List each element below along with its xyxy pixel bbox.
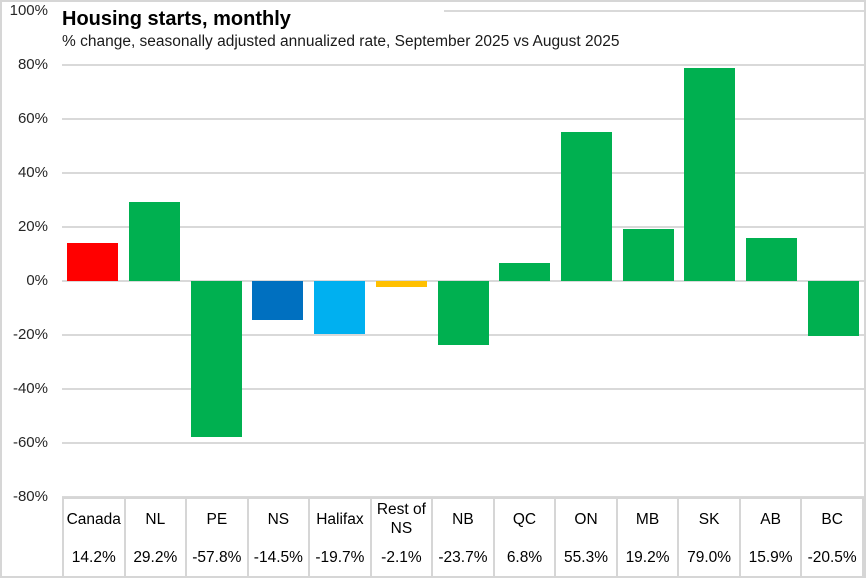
bar-ab <box>745 238 797 281</box>
bar-on <box>560 131 612 281</box>
gridline--40 <box>62 388 864 390</box>
category-label-nb: NB <box>433 499 495 541</box>
value-label-row: 14.2% 29.2% -57.8% -14.5% -19.7% -2.1% -23.7% 6… <box>64 541 864 576</box>
chart-data-table: Canada NL PE NS Halifax Rest of NS NB QC ON MB SK A… <box>62 497 864 576</box>
category-label-qc: QC <box>495 499 557 541</box>
bar-rest-of-ns <box>375 281 427 287</box>
gridline--60 <box>62 442 864 444</box>
value-label-halifax: -19.7% <box>310 541 372 576</box>
bar-mb <box>622 229 674 281</box>
y-axis-tick-label: 60% <box>17 110 48 127</box>
bar-sk <box>684 67 736 281</box>
value-label-nl: 29.2% <box>126 541 188 576</box>
bar-qc <box>499 262 551 281</box>
gridline-80 <box>62 64 864 66</box>
y-axis-tick-label: 80% <box>17 56 48 73</box>
value-label-rest-of-ns: -2.1% <box>372 541 434 576</box>
chart-title: Housing starts, monthly <box>62 8 291 30</box>
chart-title-block: Housing starts, monthly % change, season… <box>56 2 620 58</box>
value-label-nb: -23.7% <box>433 541 495 576</box>
value-label-pe: -57.8% <box>187 541 249 576</box>
y-axis-tick-label: -80% <box>12 488 48 505</box>
y-axis-tick-label: 0% <box>26 272 48 289</box>
y-axis-tick-label: -20% <box>12 326 48 343</box>
bar-halifax <box>314 281 366 335</box>
category-label-row: Canada NL PE NS Halifax Rest of NS NB QC ON MB SK A… <box>64 499 864 541</box>
y-axis-tick-label: 20% <box>17 218 48 235</box>
value-label-canada: 14.2% <box>64 541 126 576</box>
y-axis-tick-label: -60% <box>12 434 48 451</box>
value-label-bc: -20.5% <box>802 541 864 576</box>
gridline-40 <box>62 172 864 174</box>
category-label-bc: BC <box>802 499 864 541</box>
bar-ns <box>252 281 304 321</box>
category-label-rest-of-ns: Rest of NS <box>372 499 434 541</box>
category-label-ab: AB <box>741 499 803 541</box>
bar-canada <box>67 242 119 281</box>
category-label-nl: NL <box>126 499 188 541</box>
category-label-mb: MB <box>618 499 680 541</box>
gridline-20 <box>62 226 864 228</box>
gridline-60 <box>62 118 864 120</box>
bar-nl <box>129 202 181 281</box>
y-axis-tick-label: 40% <box>17 164 48 181</box>
bar-bc <box>807 281 859 337</box>
value-label-on: 55.3% <box>556 541 618 576</box>
category-label-canada: Canada <box>64 499 126 541</box>
bar-nb <box>437 281 489 345</box>
value-label-ab: 15.9% <box>741 541 803 576</box>
value-label-ns: -14.5% <box>249 541 311 576</box>
y-axis-tick-label: -40% <box>12 380 48 397</box>
gridline-100 <box>62 10 864 12</box>
category-label-halifax: Halifax <box>310 499 372 541</box>
category-label-on: ON <box>556 499 618 541</box>
value-label-qc: 6.8% <box>495 541 557 576</box>
category-label-pe: PE <box>187 499 249 541</box>
bar-pe <box>190 281 242 438</box>
value-label-mb: 19.2% <box>618 541 680 576</box>
y-axis-tick-label: 100% <box>9 2 48 19</box>
category-label-ns: NS <box>249 499 311 541</box>
value-label-sk: 79.0% <box>679 541 741 576</box>
chart-subtitle: % change, seasonally adjusted annualized… <box>62 33 620 50</box>
category-label-sk: SK <box>679 499 741 541</box>
